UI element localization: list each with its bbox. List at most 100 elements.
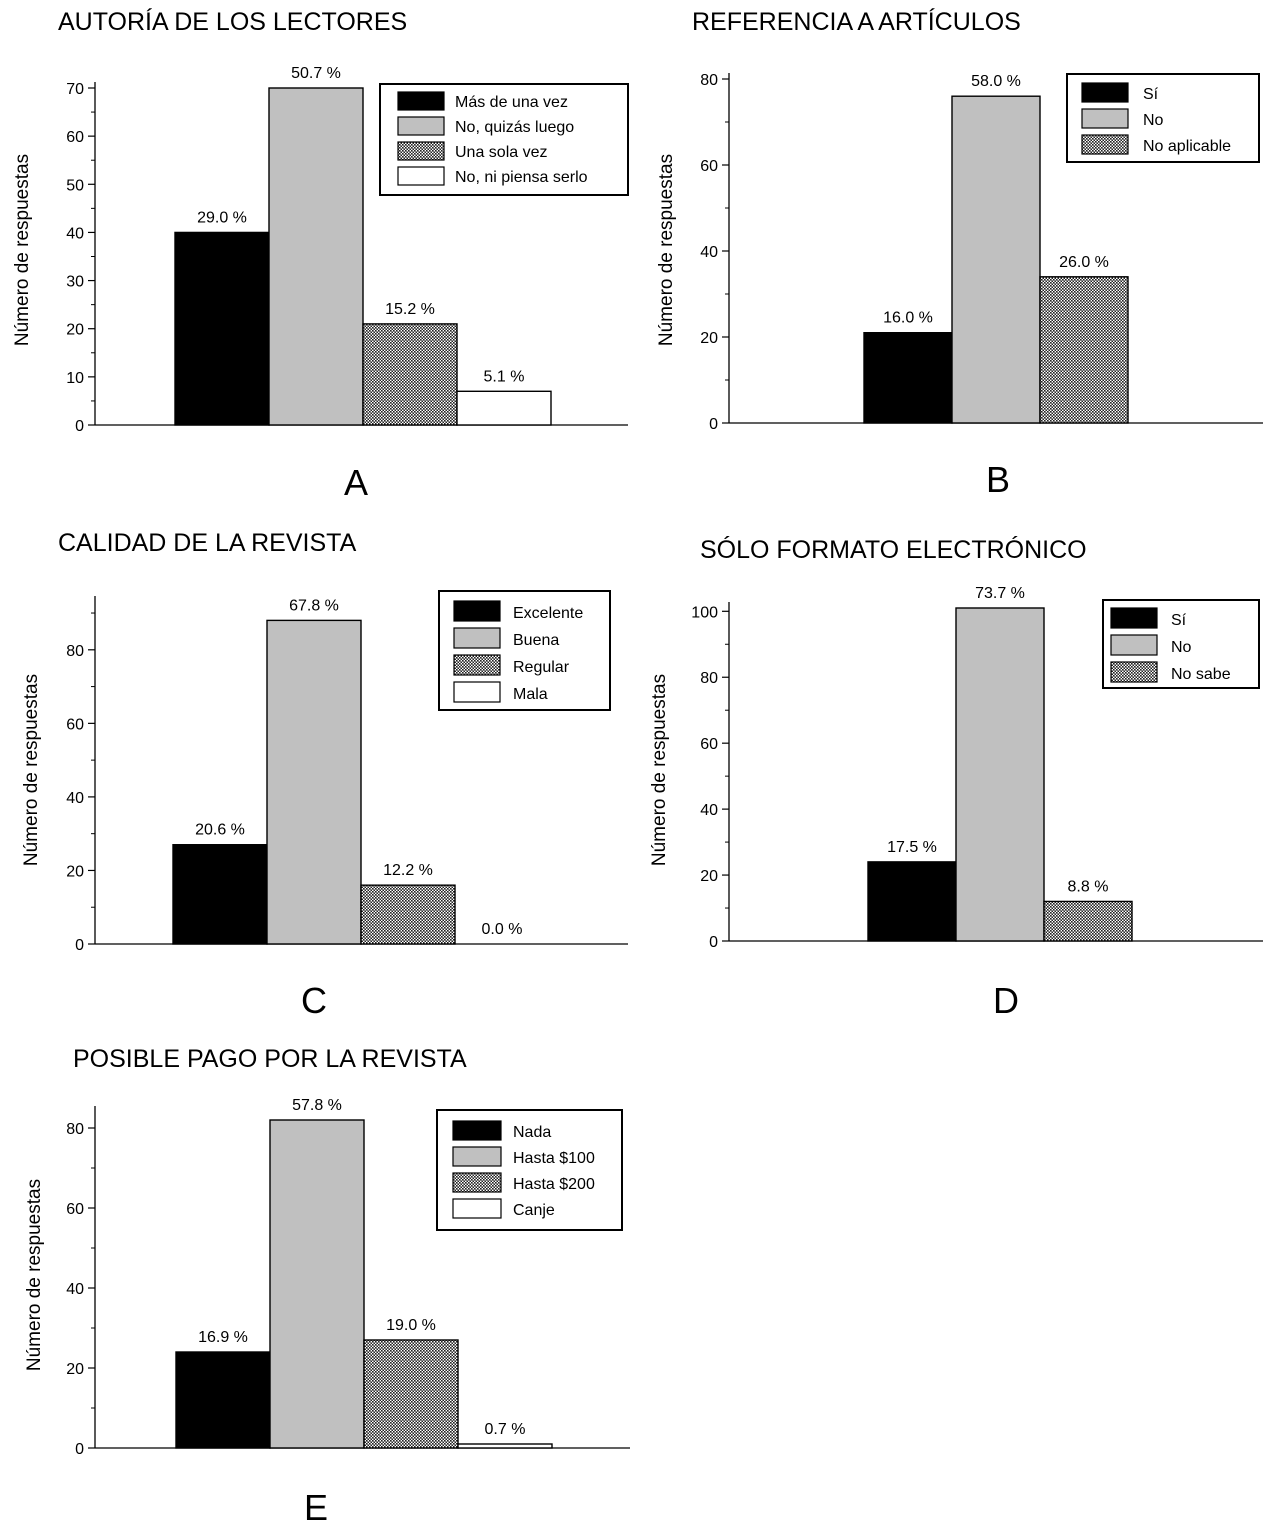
- panel-letter: E: [304, 1487, 328, 1524]
- data-label: 29.0 %: [197, 209, 247, 226]
- legend-label: No sabe: [1171, 666, 1231, 683]
- bar-2: [269, 1119, 365, 1449]
- y-tick-label: 10: [66, 370, 84, 387]
- legend-label: Sí: [1171, 612, 1187, 629]
- y-tick-label: 40: [66, 225, 84, 242]
- y-axis-label: Número de respuestas: [649, 674, 670, 866]
- y-tick-label: 20: [66, 322, 84, 339]
- y-tick-label: 20: [700, 330, 718, 347]
- legend-swatch: [1110, 634, 1158, 656]
- legend-label: No aplicable: [1143, 138, 1231, 155]
- chart-title: CALIDAD DE LA REVISTA: [58, 529, 357, 557]
- y-tick-label: 50: [66, 177, 84, 194]
- y-axis-label: Número de respuestas: [656, 154, 677, 346]
- y-axis-label: Número de respuestas: [21, 674, 42, 866]
- bar-4: [456, 390, 552, 426]
- legend-label: No, quizás luego: [455, 119, 574, 136]
- bar-1: [863, 332, 953, 424]
- y-tick-label: 0: [75, 1441, 84, 1458]
- bar-2: [951, 95, 1041, 424]
- data-label: 19.0 %: [386, 1317, 436, 1334]
- legend-label: Canje: [513, 1202, 555, 1219]
- legend: Nada Hasta $100 Hasta $200 Canje: [436, 1109, 623, 1231]
- chart-d: SÓLO FORMATO ELECTRÓNICO D Número de respu…: [649, 535, 1263, 1021]
- legend-swatch: [1081, 82, 1129, 103]
- panel-letter: A: [344, 462, 368, 503]
- y-tick-label: 80: [66, 1121, 84, 1138]
- bar-3: [1039, 276, 1129, 424]
- y-tick-label: 20: [700, 868, 718, 885]
- legend-swatch: [397, 141, 445, 161]
- bar-3: [360, 884, 456, 945]
- chart-title: REFERENCIA A ARTÍCULOS: [692, 7, 1021, 36]
- data-label: 57.8 %: [292, 1097, 342, 1114]
- legend-swatch: [397, 91, 445, 111]
- legend-swatch: [1110, 661, 1158, 683]
- bar-1: [172, 844, 268, 945]
- y-tick-label: 0: [709, 416, 718, 433]
- legend-label: Excelente: [513, 605, 583, 622]
- y-tick-label: 0: [75, 418, 84, 435]
- legend-label: Hasta $200: [513, 1176, 595, 1193]
- data-label: 50.7 %: [291, 65, 341, 82]
- legend: Sí No No sabe: [1102, 599, 1260, 689]
- y-tick-label: 40: [66, 1281, 84, 1298]
- bar-4: [457, 1443, 553, 1449]
- y-tick-label: 80: [66, 643, 84, 660]
- legend-swatch: [452, 1198, 502, 1219]
- y-tick-label: 80: [700, 72, 718, 89]
- y-tick-label: 20: [66, 1361, 84, 1378]
- legend: Sí No No aplicable: [1066, 73, 1260, 163]
- legend: Más de una vez No, quizás luego Una sola v…: [379, 83, 629, 196]
- y-tick-label: 40: [700, 802, 718, 819]
- y-tick-label: 0: [709, 934, 718, 951]
- data-label: 0.0 %: [482, 921, 523, 938]
- legend-swatch: [453, 654, 501, 676]
- y-tick-label: 100: [691, 604, 718, 621]
- data-label: 8.8 %: [1068, 878, 1109, 895]
- data-label: 67.8 %: [289, 597, 339, 614]
- panel-letter: B: [986, 459, 1010, 500]
- legend-label: Buena: [513, 632, 559, 649]
- y-tick-label: 60: [700, 736, 718, 753]
- legend-swatch: [452, 1120, 502, 1141]
- y-tick-label: 60: [66, 1201, 84, 1218]
- bar-1: [175, 1351, 271, 1449]
- bar-1: [867, 861, 957, 942]
- data-label: 17.5 %: [887, 839, 937, 856]
- y-tick-label: 40: [66, 790, 84, 807]
- panel-letter: C: [301, 980, 327, 1021]
- chart-b: REFERENCIA A ARTÍCULOS B Número de respues…: [656, 7, 1263, 500]
- legend-label: Nada: [513, 1124, 551, 1141]
- chart-e: POSIBLE PAGO POR LA REVISTA E Número de re…: [24, 1045, 630, 1524]
- legend-label: Más de una vez: [455, 94, 568, 111]
- y-tick-label: 0: [75, 937, 84, 954]
- y-tick-label: 30: [66, 274, 84, 291]
- bar-2: [266, 619, 362, 945]
- bar-2: [268, 87, 364, 426]
- legend-label: Hasta $100: [513, 1150, 595, 1167]
- y-tick-label: 20: [66, 863, 84, 880]
- legend-swatch: [452, 1172, 502, 1193]
- legend-label: No, ni piensa serlo: [455, 169, 588, 186]
- chart-title: SÓLO FORMATO ELECTRÓNICO: [700, 535, 1087, 564]
- data-label: 20.6 %: [195, 822, 245, 839]
- chart-title: POSIBLE PAGO POR LA REVISTA: [73, 1045, 467, 1073]
- chart-c: CALIDAD DE LA REVISTA C Número de respuest…: [21, 529, 628, 1021]
- y-axis-label: Número de respuestas: [12, 154, 33, 346]
- data-label: 5.1 %: [484, 368, 525, 385]
- data-label: 73.7 %: [975, 585, 1025, 602]
- legend-swatch: [1081, 108, 1129, 129]
- chart-title: AUTORÍA DE LOS LECTORES: [58, 7, 407, 36]
- data-label: 12.2 %: [383, 862, 433, 879]
- data-label: 58.0 %: [971, 73, 1021, 90]
- bar-3: [362, 323, 458, 426]
- legend-swatch: [397, 166, 445, 186]
- legend-label: Sí: [1143, 86, 1159, 103]
- bar-2: [955, 607, 1045, 942]
- legend-label: Mala: [513, 686, 548, 703]
- legend-swatch: [1081, 134, 1129, 155]
- legend-label: No: [1143, 112, 1164, 129]
- y-tick-label: 70: [66, 81, 84, 98]
